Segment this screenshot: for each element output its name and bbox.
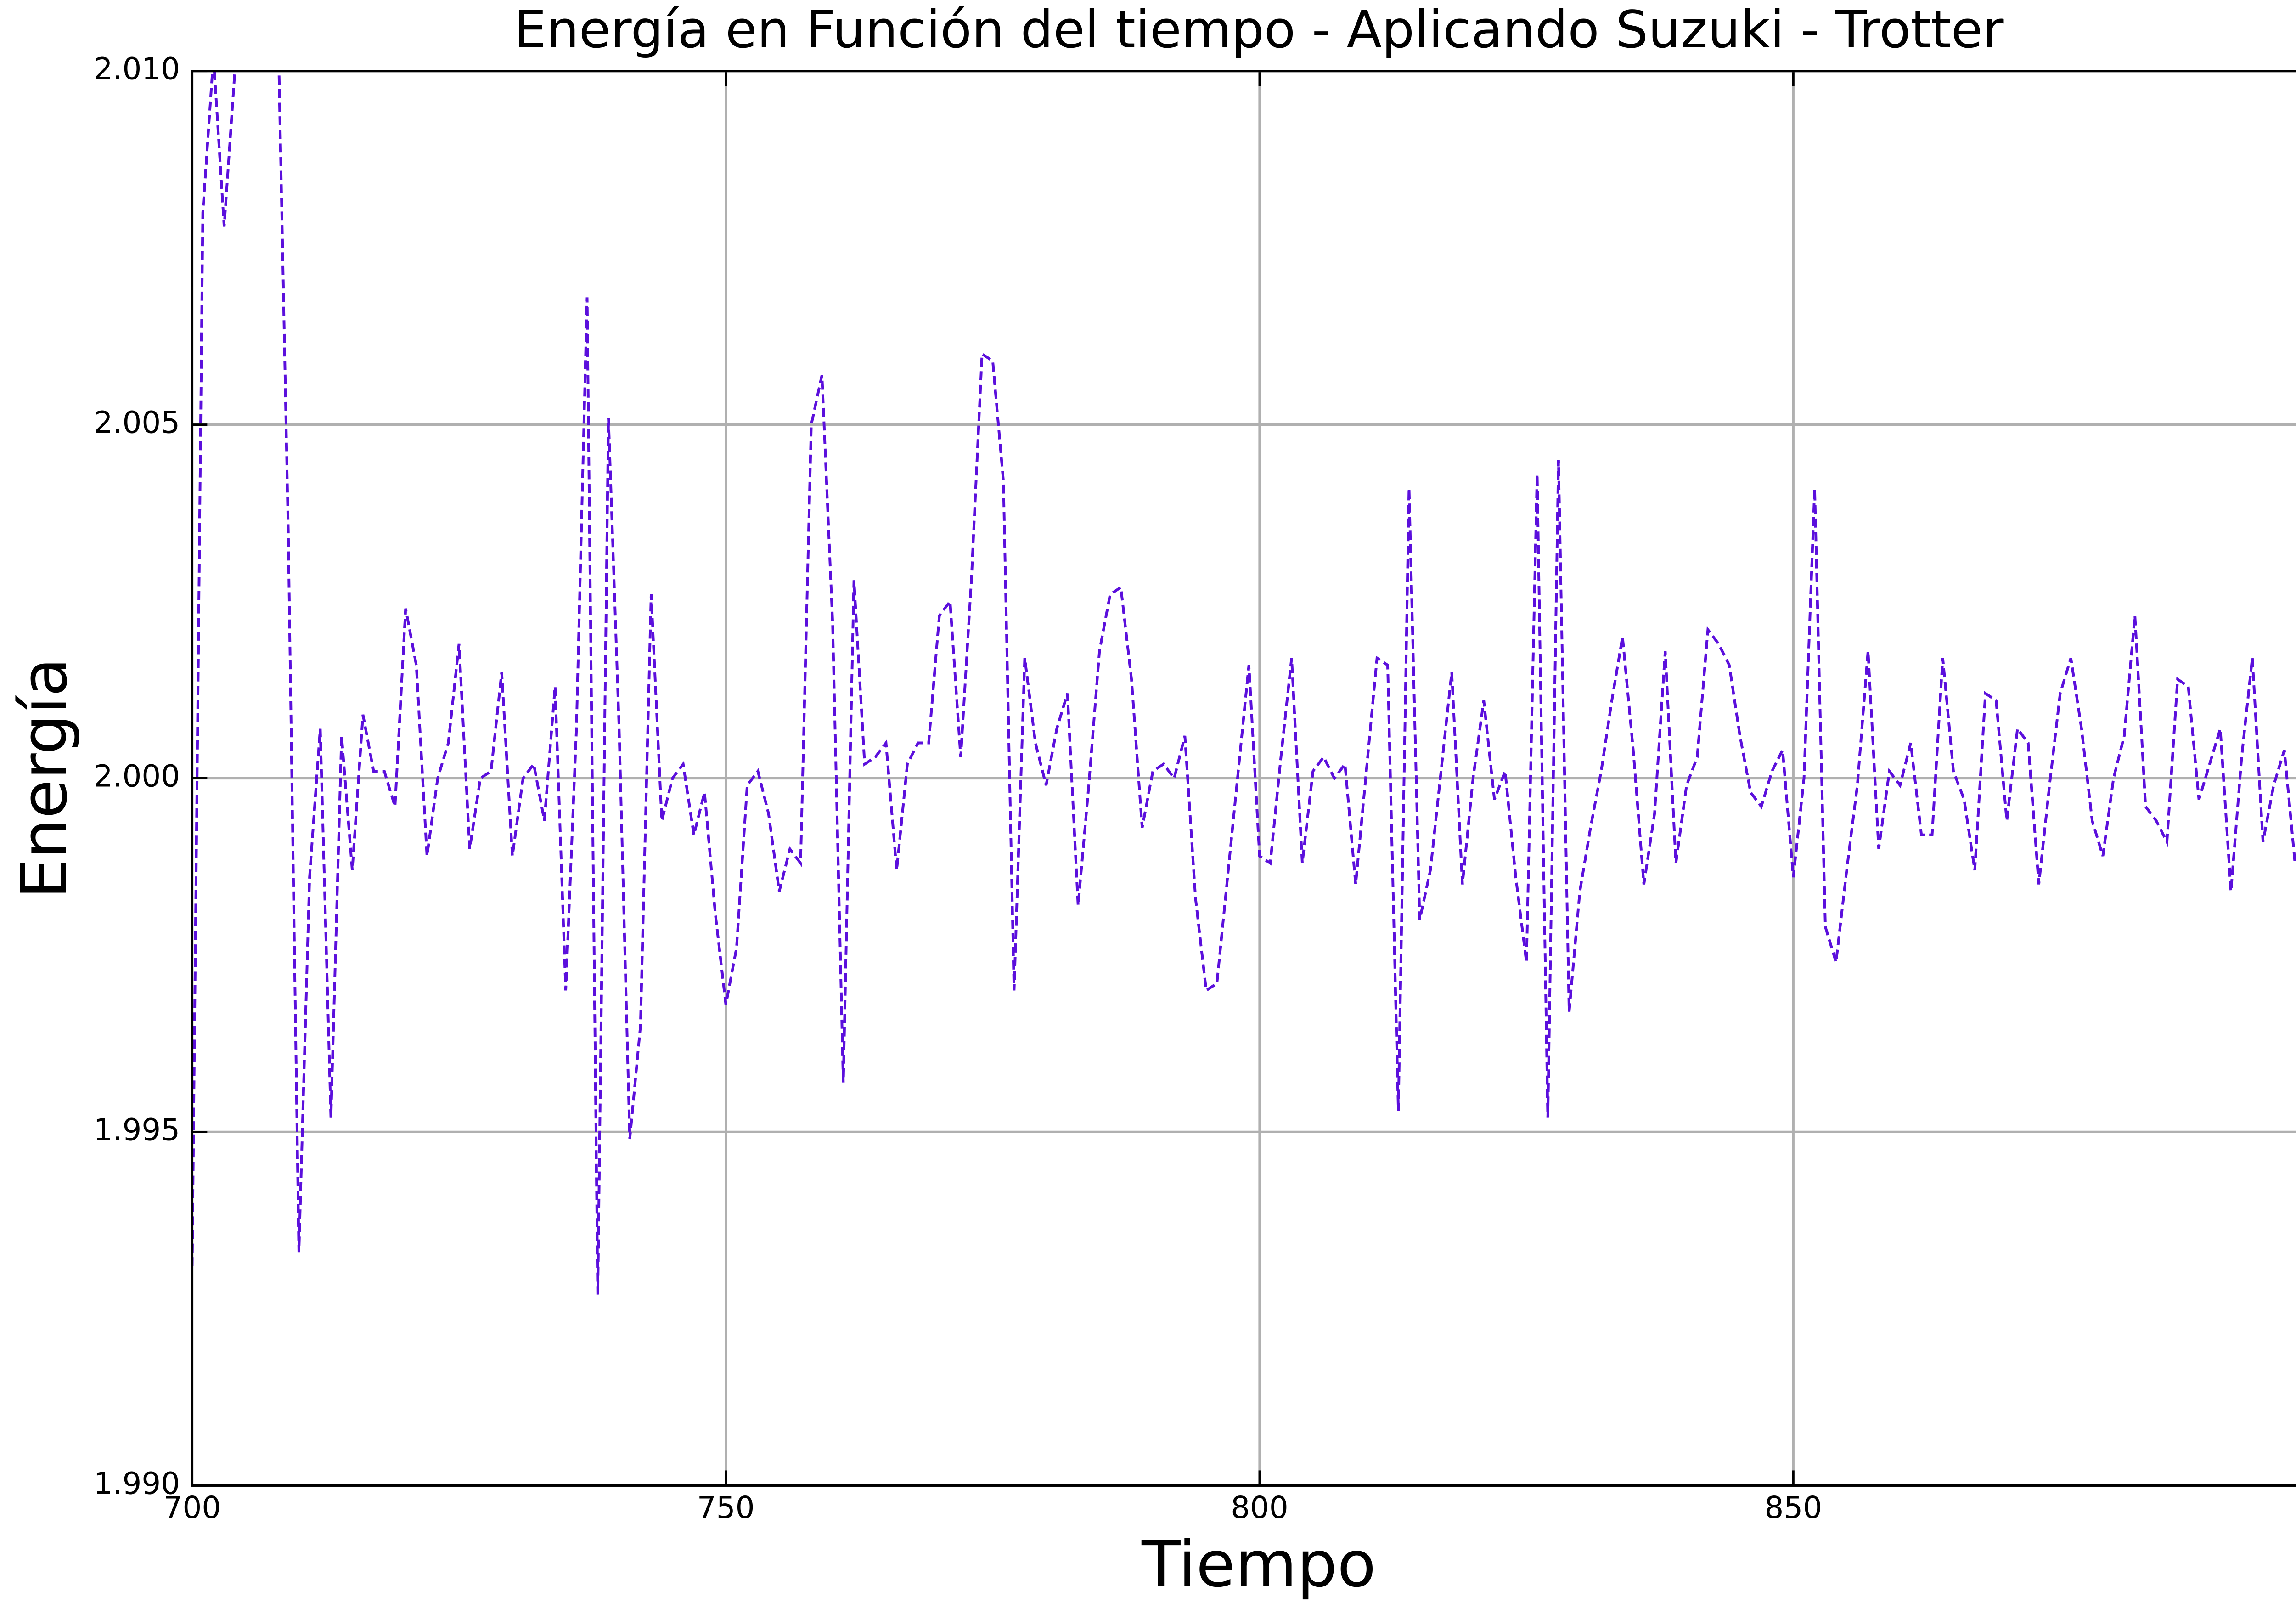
plot-frame [191, 70, 2296, 1487]
x-axis-label: Tiempo [1141, 1527, 1376, 1601]
data-line [192, 71, 2296, 1295]
y-axis-label: Energía [7, 658, 81, 899]
x-tick-label: 800 [1231, 1490, 1289, 1525]
x-tick-label: 700 [163, 1490, 221, 1525]
y-tick-label: 2.005 [94, 405, 180, 440]
y-tick-label: 1.990 [94, 1466, 180, 1501]
chart-title: Energía en Función del tiempo - Aplicand… [514, 0, 2003, 60]
x-tick-label: 850 [1765, 1490, 1823, 1525]
x-tick-label: 750 [697, 1490, 755, 1525]
y-tick-label: 1.995 [94, 1112, 180, 1147]
y-tick-label: 2.000 [94, 759, 180, 794]
y-tick-label: 2.010 [94, 51, 180, 87]
